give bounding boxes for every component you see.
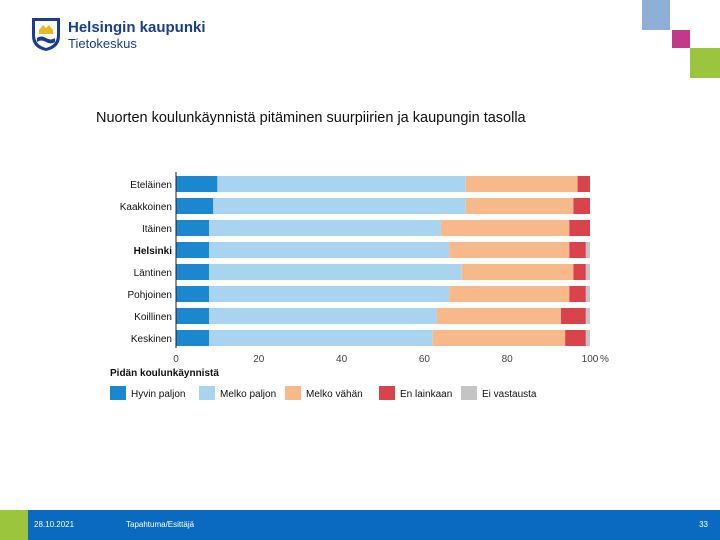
category-label: Eteläinen xyxy=(130,180,172,191)
bar-segment xyxy=(176,242,210,258)
footer-bar: 28.10.2021 Tapahtuma/Esittäjä 33 xyxy=(0,510,720,540)
org-unit: Tietokeskus xyxy=(68,36,137,51)
legend-swatch xyxy=(110,386,126,400)
category-label: Koillinen xyxy=(134,312,172,323)
bar-segment xyxy=(569,242,586,258)
x-axis-unit: % xyxy=(600,354,609,365)
bar-segment xyxy=(213,198,466,214)
category-label: Keskinen xyxy=(131,334,172,345)
bar-segment xyxy=(585,286,590,302)
decor-square-magenta xyxy=(672,30,690,48)
bar-segment xyxy=(577,176,590,192)
legend-swatch xyxy=(199,386,215,400)
bar-segment xyxy=(209,330,433,346)
bar-segment xyxy=(465,176,578,192)
category-label: Pohjoinen xyxy=(128,290,172,301)
bar-segment xyxy=(209,242,450,258)
bar-segment xyxy=(176,198,214,214)
bar-segment xyxy=(432,330,566,346)
bar-segment xyxy=(585,330,590,346)
legend-label: En lainkaan xyxy=(400,389,452,400)
legend-swatch xyxy=(461,386,477,400)
bar-segment xyxy=(585,264,590,280)
bar-segment xyxy=(449,242,570,258)
org-name: Helsingin kaupunki xyxy=(68,19,206,36)
city-logo: Helsingin kaupunki Tietokeskus xyxy=(30,16,206,56)
legend-title: Pidän koulunkäynnistä xyxy=(110,368,219,379)
bar-segment xyxy=(573,264,586,280)
bar-segment xyxy=(561,308,586,324)
stacked-bar-chart: Eteläinen Kaakkoinen Itäinen Helsinki Läntin… xyxy=(110,172,609,400)
bar-segment xyxy=(176,176,218,192)
legend-label: Melko vähän xyxy=(306,389,363,400)
page-number: 33 xyxy=(699,520,708,529)
bar-segment xyxy=(176,220,210,236)
bar-segment xyxy=(449,286,570,302)
city-crest-icon xyxy=(32,18,60,51)
category-label: Kaakkoinen xyxy=(120,202,172,213)
legend-label: Hyvin paljon xyxy=(131,389,185,400)
bar-segment xyxy=(176,264,210,280)
x-tick-label: 80 xyxy=(502,354,514,365)
footer-presenter: Tapahtuma/Esittäjä xyxy=(126,520,195,529)
bar-segment xyxy=(176,330,210,346)
bar-segment xyxy=(209,264,462,280)
bar-segment xyxy=(569,286,586,302)
legend-label: Melko paljon xyxy=(220,389,276,400)
legend-swatch xyxy=(285,386,301,400)
x-tick-label: 60 xyxy=(419,354,431,365)
decor-square-blue xyxy=(642,0,670,30)
x-tick-label: 100 xyxy=(582,354,599,365)
bar-segment xyxy=(573,198,590,214)
x-tick-label: 20 xyxy=(253,354,265,365)
legend-swatch xyxy=(379,386,395,400)
bar-segment xyxy=(565,330,586,346)
legend-label: Ei vastausta xyxy=(482,389,537,400)
footer-date: 28.10.2021 xyxy=(34,520,75,529)
bar-segment xyxy=(176,286,210,302)
x-tick-label: 0 xyxy=(173,354,179,365)
footer-accent xyxy=(0,510,28,540)
x-tick-label: 40 xyxy=(336,354,348,365)
category-label: Läntinen xyxy=(134,268,172,279)
bar-segment xyxy=(209,308,437,324)
bar-segment xyxy=(465,198,574,214)
bar-segment xyxy=(585,308,590,324)
bar-segment xyxy=(436,308,562,324)
bar-segment xyxy=(569,220,590,236)
bar-segment xyxy=(217,176,466,192)
bar-segment xyxy=(176,308,210,324)
category-label: Helsinki xyxy=(134,246,173,257)
bar-segment xyxy=(209,286,450,302)
bar-segment xyxy=(461,264,574,280)
bar-segment xyxy=(440,220,570,236)
category-label: Itäinen xyxy=(142,224,172,235)
slide-title: Nuorten koulunkäynnistä pitäminen suurpi… xyxy=(96,110,526,126)
bar-segment xyxy=(585,242,590,258)
bar-segment xyxy=(209,220,441,236)
decor-square-green xyxy=(690,48,720,78)
